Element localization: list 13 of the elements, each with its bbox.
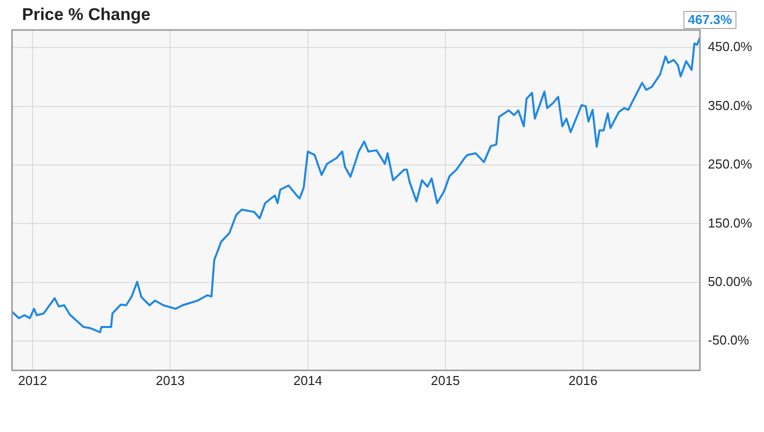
y-tick-label: 250.0% xyxy=(708,156,752,172)
annotation: 467.3% xyxy=(688,12,732,28)
y-tick-label: 50.00% xyxy=(708,274,752,289)
y-tick-label: 450.0% xyxy=(708,39,752,54)
x-tick-label: 2015 xyxy=(430,372,460,388)
y-tick-label: 350.0% xyxy=(708,98,752,113)
x-tick-label: 2014 xyxy=(293,372,322,388)
x-tick-label: 2012 xyxy=(18,372,48,388)
chart-title: Price % Change xyxy=(16,4,156,26)
x-tick-label: 2013 xyxy=(156,372,185,388)
x-tick-label: 2016 xyxy=(568,372,598,388)
y-tick-label: 150.0% xyxy=(708,215,752,230)
y-tick-label: -50.0% xyxy=(708,332,750,348)
